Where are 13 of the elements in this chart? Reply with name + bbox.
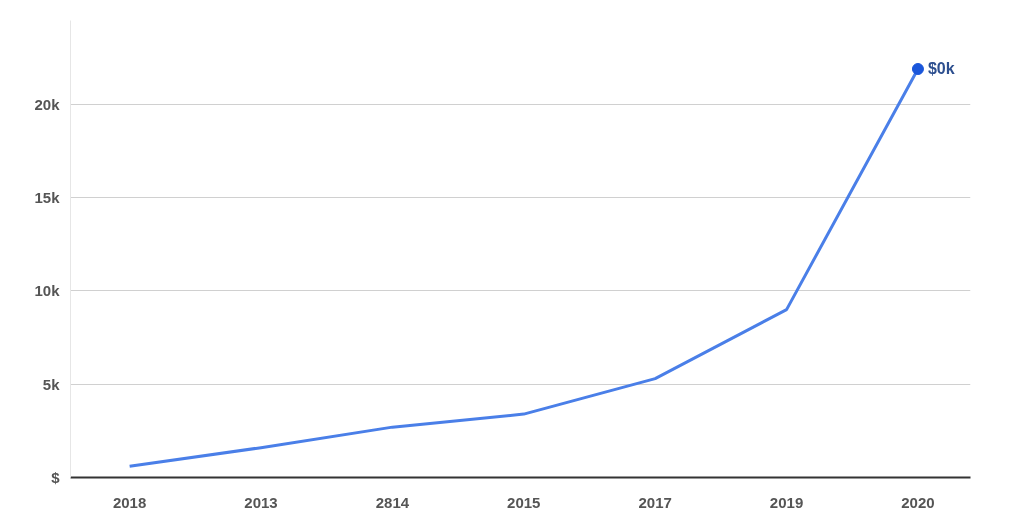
x-tick-label: 2020 (901, 493, 935, 511)
x-tick-label: 2017 (638, 493, 672, 511)
y-tick-label: 10k (34, 282, 61, 300)
y-tick-label: 5k (42, 375, 61, 393)
x-tick-label: 2015 (507, 493, 541, 511)
y-tick-label: $ (51, 469, 61, 486)
x-tick-label: 2814 (375, 493, 410, 511)
y-tick-label: 20k (34, 95, 61, 113)
x-tick-label: 2019 (769, 493, 804, 511)
x-tick-label: 2013 (244, 493, 278, 511)
x-tick-label: 2018 (112, 493, 147, 511)
annotation: $0k (927, 60, 955, 77)
y-tick-label: 15k (34, 189, 61, 207)
